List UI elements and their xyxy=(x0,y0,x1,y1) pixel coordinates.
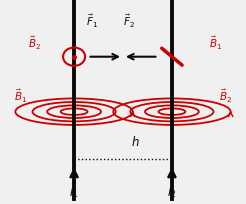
Text: $\vec{B}_1$: $\vec{B}_1$ xyxy=(209,35,223,52)
Text: $\vec{B}_2$: $\vec{B}_2$ xyxy=(28,35,42,52)
Text: $I_2$: $I_2$ xyxy=(167,185,177,199)
Text: $\vec{B}_2$: $\vec{B}_2$ xyxy=(219,87,232,104)
Text: $\vec{F}_1$: $\vec{F}_1$ xyxy=(86,12,98,30)
Text: $I_1$: $I_1$ xyxy=(69,185,79,199)
Text: $\vec{F}_2$: $\vec{F}_2$ xyxy=(123,12,135,30)
Text: $\vec{B}_1$: $\vec{B}_1$ xyxy=(14,87,27,104)
Text: $h$: $h$ xyxy=(131,135,139,149)
